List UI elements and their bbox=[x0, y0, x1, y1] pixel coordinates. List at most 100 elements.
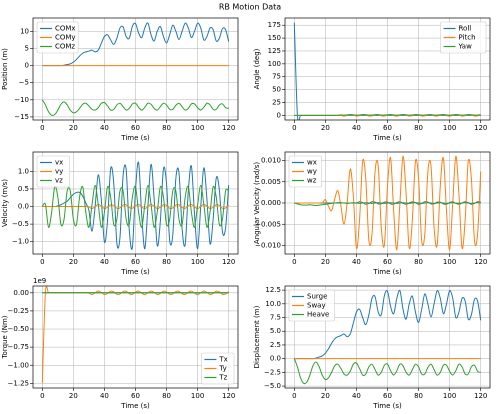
y-tick-label: 5.0 bbox=[270, 327, 281, 335]
legend-label: wz bbox=[307, 177, 317, 185]
y-tick-label: 0.00 bbox=[13, 289, 29, 297]
y-tick-label: 75 bbox=[272, 73, 281, 81]
series-line bbox=[42, 161, 230, 250]
x-tick-label: 0 bbox=[292, 124, 296, 132]
x-tick-label: 0 bbox=[292, 258, 296, 266]
y-tick-label: 10 bbox=[20, 27, 29, 35]
x-tick-label: 60 bbox=[131, 124, 140, 132]
x-tick-label: 60 bbox=[131, 392, 140, 400]
legend-label: Pitch bbox=[459, 34, 476, 42]
x-tick-label: 40 bbox=[100, 258, 109, 266]
y-tick-label: 175 bbox=[268, 21, 281, 29]
y-axis-label: Angular Velocity (rad/s) bbox=[253, 162, 261, 244]
legend-label: vy bbox=[55, 168, 63, 176]
legend-box bbox=[36, 155, 70, 188]
y-tick-label: −0.25 bbox=[8, 307, 29, 315]
y-tick-label: −1.0 bbox=[12, 238, 29, 246]
legend-label: COMy bbox=[55, 34, 76, 42]
y-tick-label: 0.000 bbox=[261, 199, 281, 207]
y-axis-label: Displacement (m) bbox=[253, 305, 261, 368]
x-tick-label: 20 bbox=[321, 124, 330, 132]
x-tick-label: 40 bbox=[352, 124, 361, 132]
legend-box bbox=[440, 21, 487, 54]
legend-label: Yaw bbox=[458, 43, 473, 51]
legend-box bbox=[201, 352, 235, 385]
x-tick-label: 20 bbox=[321, 258, 330, 266]
y-tick-label: 100 bbox=[268, 60, 281, 68]
series-line bbox=[293, 358, 481, 385]
y-tick-label: 7.5 bbox=[270, 314, 281, 322]
x-tick-label: 80 bbox=[414, 124, 423, 132]
y-tick-label: −0.005 bbox=[255, 220, 281, 228]
x-tick-label: 120 bbox=[222, 392, 235, 400]
y-tick-label: 0.005 bbox=[261, 178, 281, 186]
legend-label: vz bbox=[55, 177, 63, 185]
x-tick-label: 20 bbox=[321, 392, 330, 400]
x-tick-label: 40 bbox=[100, 124, 109, 132]
y-tick-label: 0.0 bbox=[18, 203, 29, 211]
x-tick-label: 60 bbox=[131, 258, 140, 266]
y-tick-label: −0.010 bbox=[255, 242, 281, 250]
legend-label: COMz bbox=[55, 43, 75, 51]
legend-label: wy bbox=[307, 168, 317, 176]
legend-label: Tz bbox=[218, 374, 227, 382]
axes-frame bbox=[32, 17, 239, 121]
x-tick-label: 40 bbox=[352, 392, 361, 400]
x-tick-label: 120 bbox=[474, 258, 487, 266]
y-tick-label: 5 bbox=[25, 44, 29, 52]
x-tick-label: 100 bbox=[191, 258, 204, 266]
x-tick-label: 0 bbox=[40, 258, 44, 266]
x-tick-label: 0 bbox=[40, 392, 44, 400]
x-tick-label: 100 bbox=[443, 392, 456, 400]
x-axis-label: Time (s) bbox=[372, 268, 402, 276]
axes-frame bbox=[284, 17, 491, 121]
series-line bbox=[41, 184, 230, 228]
axes-frame bbox=[284, 151, 491, 255]
y-tick-label: −0.50 bbox=[8, 325, 29, 333]
x-tick-label: 0 bbox=[40, 124, 44, 132]
y-tick-label: 150 bbox=[268, 34, 281, 42]
y-tick-label: −1.00 bbox=[8, 361, 29, 369]
series-line bbox=[294, 114, 481, 116]
y-axis-label: Angle (deg) bbox=[253, 48, 261, 89]
x-tick-label: 120 bbox=[474, 124, 487, 132]
y-tick-label: 0.5 bbox=[18, 185, 29, 193]
x-tick-label: 40 bbox=[352, 258, 361, 266]
series-line bbox=[41, 99, 229, 116]
y-tick-label: −15 bbox=[14, 113, 29, 121]
y-tick-label: 50 bbox=[272, 86, 281, 94]
y-tick-label: −5.0 bbox=[264, 382, 281, 390]
y-tick-label: 1.0 bbox=[18, 167, 29, 175]
y-tick-label: 0 bbox=[277, 111, 281, 119]
series-line bbox=[42, 22, 230, 67]
x-tick-label: 120 bbox=[222, 258, 235, 266]
x-tick-label: 120 bbox=[222, 124, 235, 132]
y-tick-label: 25 bbox=[272, 98, 281, 106]
x-tick-label: 80 bbox=[162, 258, 171, 266]
x-tick-label: 100 bbox=[191, 392, 204, 400]
legend-box bbox=[288, 289, 335, 322]
x-tick-label: 100 bbox=[443, 124, 456, 132]
y-axis-label: Torque (Nm) bbox=[1, 315, 9, 359]
legend-label: Heave bbox=[307, 311, 329, 319]
y-tick-label: 2.5 bbox=[270, 341, 281, 349]
x-tick-label: 20 bbox=[69, 124, 78, 132]
x-tick-label: 60 bbox=[383, 124, 392, 132]
x-tick-label: 80 bbox=[162, 392, 171, 400]
legend-label: vx bbox=[55, 159, 63, 167]
x-tick-label: 60 bbox=[383, 392, 392, 400]
x-axis-label: Time (s) bbox=[120, 402, 150, 410]
legend-label: Surge bbox=[307, 293, 327, 301]
axes-frame bbox=[32, 285, 239, 389]
y-tick-label: −0.75 bbox=[8, 343, 29, 351]
x-tick-label: 80 bbox=[414, 392, 423, 400]
offset-text: 1e9 bbox=[33, 277, 46, 285]
series-line bbox=[294, 155, 482, 251]
x-axis-label: Time (s) bbox=[372, 134, 402, 142]
legend-box bbox=[288, 155, 322, 188]
x-tick-label: 80 bbox=[162, 124, 171, 132]
x-axis-label: Time (s) bbox=[372, 402, 402, 410]
series-line bbox=[294, 289, 482, 360]
legend-label: Tx bbox=[218, 356, 227, 364]
